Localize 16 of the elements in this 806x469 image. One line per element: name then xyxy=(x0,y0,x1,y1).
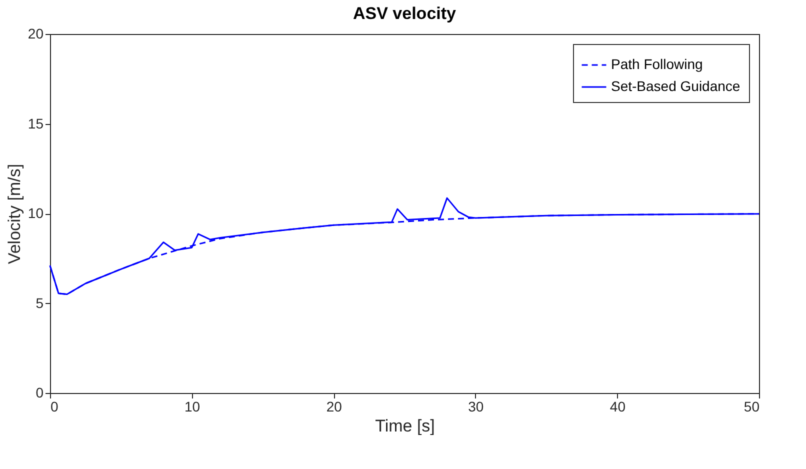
legend-label: Path Following xyxy=(611,56,703,72)
y-tick-label: 10 xyxy=(28,205,44,221)
legend-label: Set-Based Guidance xyxy=(611,78,740,94)
y-axis-title: Velocity [m/s] xyxy=(4,164,24,264)
y-tick-label: 15 xyxy=(28,115,44,132)
chart-title: ASV velocity xyxy=(353,4,457,23)
x-tick-label: 50 xyxy=(744,398,760,414)
x-tick-label: 10 xyxy=(184,398,200,414)
y-tick-label: 0 xyxy=(36,384,44,400)
x-tick-label: 20 xyxy=(326,398,342,414)
x-tick-label: 30 xyxy=(468,398,484,414)
x-axis-title: Time [s] xyxy=(375,416,435,436)
y-tick-label: 20 xyxy=(28,26,44,42)
x-tick-label: 40 xyxy=(610,398,626,414)
x-tick-label: 0 xyxy=(50,398,58,414)
y-tick-label: 5 xyxy=(36,294,44,311)
